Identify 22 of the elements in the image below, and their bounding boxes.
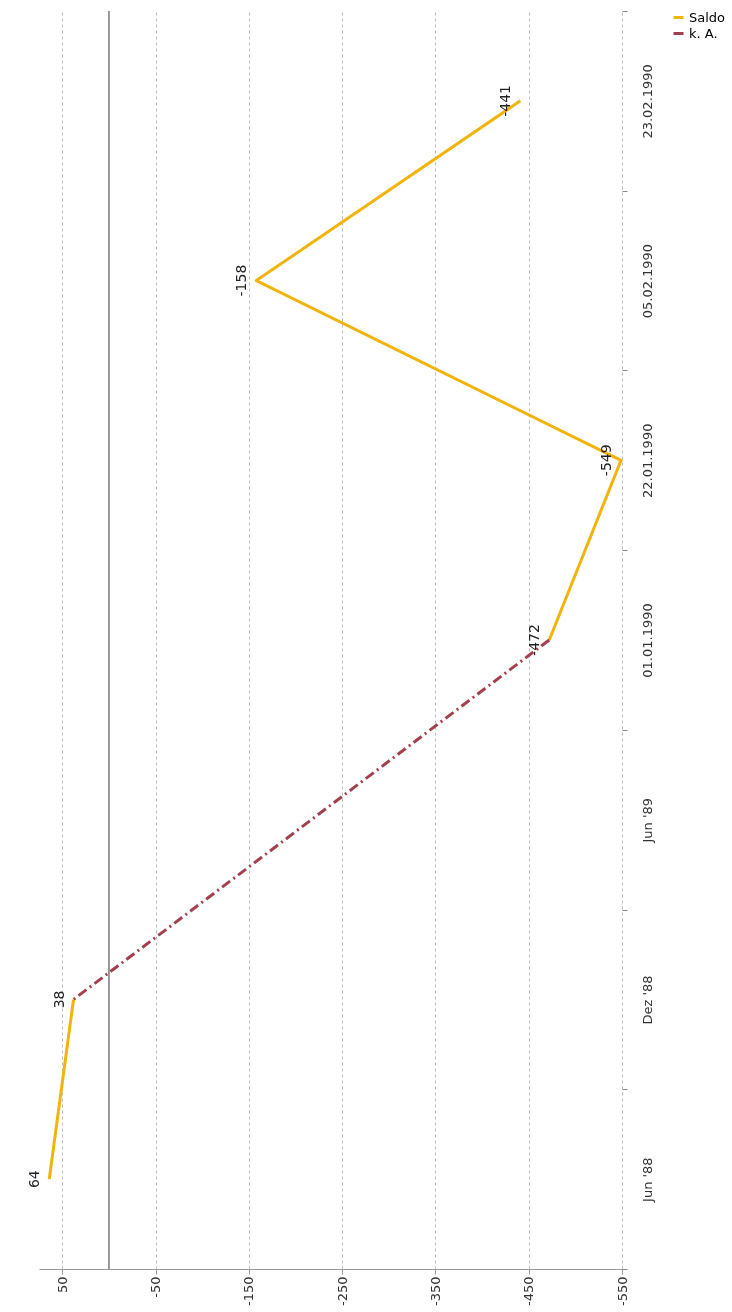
y-tick-label: Jun '88 bbox=[639, 1157, 655, 1203]
data-label: -472 bbox=[526, 624, 543, 656]
x-tick-label: -250 bbox=[334, 1276, 350, 1307]
x-tick-label: -350 bbox=[427, 1276, 443, 1307]
y-tick-label: 23.02.1990 bbox=[639, 64, 655, 139]
legend-label: k. A. bbox=[689, 25, 718, 41]
data-label: -158 bbox=[233, 264, 250, 297]
x-tick-label: -550 bbox=[614, 1276, 630, 1307]
y-tick-label: 01.01.1990 bbox=[639, 603, 655, 678]
data-label: 38 bbox=[50, 990, 67, 1009]
y-tick-label: 22.01.1990 bbox=[639, 423, 655, 498]
legend-label: Saldo bbox=[689, 9, 726, 25]
x-tick-label: -450 bbox=[521, 1276, 537, 1307]
y-tick-label: 05.02.1990 bbox=[639, 243, 655, 319]
x-tick-label: -150 bbox=[241, 1276, 257, 1307]
data-label: 64 bbox=[26, 1170, 43, 1189]
x-tick-label: -50 bbox=[148, 1276, 164, 1298]
y-tick-label: Jun '89 bbox=[639, 797, 655, 844]
y-tick-label: Dez '88 bbox=[639, 975, 655, 1025]
x-tick-label: 50 bbox=[54, 1276, 70, 1294]
data-label: -549 bbox=[598, 444, 615, 477]
data-label: -441 bbox=[497, 84, 514, 117]
